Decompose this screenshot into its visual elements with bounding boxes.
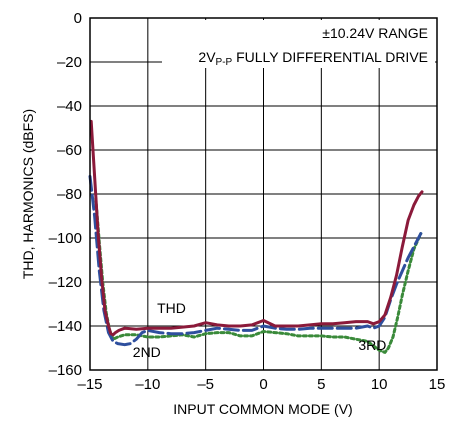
x-tick-label: –5	[197, 376, 214, 393]
series-label-3rd: 3RD	[358, 337, 386, 353]
x-tick-label: –10	[135, 376, 160, 393]
y-axis-label: THD, HARMONICS (dBFS)	[20, 109, 36, 279]
x-tick-label: 5	[317, 376, 325, 393]
x-tick-label: 15	[429, 376, 446, 393]
plot-frame	[89, 17, 438, 371]
y-tick-label: 0	[74, 10, 82, 27]
series-labels: THD 2ND 3RD	[133, 300, 387, 360]
y-tick-label: –160	[49, 362, 82, 379]
y-tick-label: –20	[57, 54, 82, 71]
y-tick-label: –100	[49, 230, 82, 247]
y-tick-label: –80	[57, 186, 82, 203]
y-tick-label: –40	[57, 98, 82, 115]
range-annotation: ±10.24V RANGE	[322, 25, 428, 41]
tick-labels: –15 –10 –5 0 5 10 15 0 –20 –40 –60 –80 –100 –120 –140 –…	[49, 10, 446, 393]
x-tick-label: –15	[77, 376, 102, 393]
series-line-thd	[89, 119, 424, 337]
x-tick-label: 10	[371, 376, 388, 393]
x-axis-label: INPUT COMMON MODE (V)	[173, 401, 352, 417]
x-tick-label: 0	[259, 376, 267, 393]
y-tick-label: –60	[57, 142, 82, 159]
series-layer	[88, 119, 424, 354]
series-label-thd: THD	[157, 300, 186, 316]
series-label-2nd: 2ND	[133, 344, 161, 360]
y-tick-label: –140	[49, 318, 82, 335]
annotation-background	[162, 20, 435, 68]
series-line-3rd	[94, 196, 423, 354]
y-tick-label: –120	[49, 274, 82, 291]
series-line-2nd	[88, 174, 423, 347]
drive-annotation: 2VP-P FULLY DIFFERENTIAL DRIVE	[198, 49, 428, 68]
